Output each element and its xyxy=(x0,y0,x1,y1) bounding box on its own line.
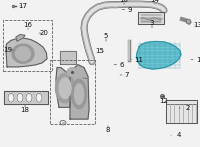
Text: 3: 3 xyxy=(150,20,154,28)
Text: 16: 16 xyxy=(24,22,32,29)
Polygon shape xyxy=(16,35,25,41)
Text: 13: 13 xyxy=(194,22,200,28)
Ellipse shape xyxy=(12,44,34,63)
Bar xyxy=(50,60,95,124)
Bar xyxy=(60,51,76,64)
Text: 20: 20 xyxy=(39,30,49,36)
Ellipse shape xyxy=(74,84,84,104)
Text: 19: 19 xyxy=(4,47,13,53)
Text: 18: 18 xyxy=(21,105,30,112)
Polygon shape xyxy=(70,65,89,119)
Text: 10: 10 xyxy=(120,0,128,4)
Text: 17: 17 xyxy=(19,3,28,9)
Text: 9: 9 xyxy=(122,7,132,12)
Ellipse shape xyxy=(67,68,77,76)
Text: 1: 1 xyxy=(191,57,200,62)
Polygon shape xyxy=(56,68,71,107)
Text: 6: 6 xyxy=(114,62,124,68)
Text: 4: 4 xyxy=(171,132,181,138)
Text: 11: 11 xyxy=(132,57,144,62)
Ellipse shape xyxy=(59,78,71,98)
Polygon shape xyxy=(136,41,181,69)
Text: 5: 5 xyxy=(104,33,108,41)
Text: 15: 15 xyxy=(95,49,104,54)
Text: 2: 2 xyxy=(179,105,190,111)
Text: 8: 8 xyxy=(106,126,110,133)
Ellipse shape xyxy=(56,74,74,103)
Ellipse shape xyxy=(8,93,14,102)
Polygon shape xyxy=(166,100,197,123)
Ellipse shape xyxy=(72,79,86,109)
Ellipse shape xyxy=(26,93,32,102)
Text: 14: 14 xyxy=(151,0,159,4)
Text: 7: 7 xyxy=(120,72,129,78)
Ellipse shape xyxy=(17,93,23,102)
Bar xyxy=(3,20,52,71)
Ellipse shape xyxy=(16,47,30,61)
Polygon shape xyxy=(138,12,164,24)
Polygon shape xyxy=(6,38,47,67)
Ellipse shape xyxy=(36,93,42,102)
Polygon shape xyxy=(4,91,48,104)
Text: 12: 12 xyxy=(160,96,168,104)
